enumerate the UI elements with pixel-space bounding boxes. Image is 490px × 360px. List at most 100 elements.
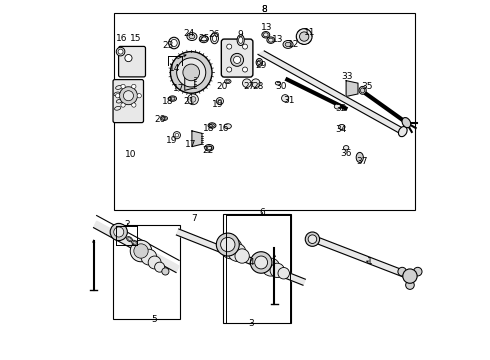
Circle shape xyxy=(243,67,247,72)
Ellipse shape xyxy=(343,145,349,150)
Ellipse shape xyxy=(163,117,166,120)
Text: 17: 17 xyxy=(173,84,184,93)
Circle shape xyxy=(243,44,247,49)
Circle shape xyxy=(148,256,161,269)
Circle shape xyxy=(175,134,179,137)
Polygon shape xyxy=(176,229,305,285)
Circle shape xyxy=(125,54,132,62)
Ellipse shape xyxy=(169,37,179,49)
Circle shape xyxy=(171,51,212,93)
Circle shape xyxy=(234,56,241,63)
Polygon shape xyxy=(346,81,358,96)
FancyBboxPatch shape xyxy=(221,39,253,77)
Ellipse shape xyxy=(239,37,243,43)
Ellipse shape xyxy=(334,104,341,109)
Circle shape xyxy=(134,244,148,258)
Ellipse shape xyxy=(398,126,407,137)
Text: 25: 25 xyxy=(198,34,209,43)
Circle shape xyxy=(403,269,417,283)
Circle shape xyxy=(132,103,136,107)
Ellipse shape xyxy=(170,97,175,100)
Ellipse shape xyxy=(211,33,219,44)
Text: 1: 1 xyxy=(367,257,373,266)
Circle shape xyxy=(137,94,141,98)
Text: 18: 18 xyxy=(203,123,214,132)
Bar xyxy=(223,214,291,323)
Circle shape xyxy=(227,44,232,49)
Text: 33: 33 xyxy=(342,72,353,81)
Circle shape xyxy=(116,47,125,56)
Circle shape xyxy=(216,233,239,256)
Text: 5: 5 xyxy=(152,315,157,324)
Circle shape xyxy=(183,64,199,81)
Circle shape xyxy=(218,99,221,103)
Ellipse shape xyxy=(212,35,217,41)
Text: 21: 21 xyxy=(184,97,195,106)
Ellipse shape xyxy=(114,92,120,96)
Circle shape xyxy=(305,232,319,246)
Circle shape xyxy=(190,96,196,102)
Ellipse shape xyxy=(128,238,131,241)
Text: 20: 20 xyxy=(154,115,165,124)
Ellipse shape xyxy=(115,106,121,110)
Text: 37: 37 xyxy=(356,157,368,166)
Text: 13: 13 xyxy=(261,23,272,32)
Circle shape xyxy=(130,240,152,262)
Circle shape xyxy=(114,227,124,237)
Text: 12: 12 xyxy=(288,40,299,49)
Circle shape xyxy=(299,32,309,41)
Text: 19: 19 xyxy=(212,100,224,109)
Circle shape xyxy=(123,91,133,101)
Text: 8: 8 xyxy=(262,5,268,14)
Text: 14: 14 xyxy=(170,64,181,73)
Text: 11: 11 xyxy=(304,28,315,37)
Text: 35: 35 xyxy=(361,82,373,91)
Circle shape xyxy=(262,258,280,276)
Circle shape xyxy=(162,268,169,275)
Ellipse shape xyxy=(132,240,138,245)
Ellipse shape xyxy=(205,144,214,151)
Ellipse shape xyxy=(361,88,365,93)
Circle shape xyxy=(116,94,120,98)
Ellipse shape xyxy=(237,35,245,45)
Ellipse shape xyxy=(189,35,195,39)
Ellipse shape xyxy=(171,40,177,46)
Polygon shape xyxy=(308,234,413,280)
Ellipse shape xyxy=(126,237,132,242)
Circle shape xyxy=(231,53,244,66)
Ellipse shape xyxy=(339,125,345,130)
Text: 22: 22 xyxy=(203,146,214,155)
Ellipse shape xyxy=(256,58,263,66)
Circle shape xyxy=(141,249,157,265)
Text: 17: 17 xyxy=(185,140,196,149)
Ellipse shape xyxy=(208,123,216,128)
Circle shape xyxy=(270,263,285,278)
Text: 19: 19 xyxy=(166,136,177,145)
Circle shape xyxy=(296,29,312,44)
Circle shape xyxy=(243,79,251,87)
Text: 34: 34 xyxy=(336,125,347,134)
Text: 30: 30 xyxy=(275,82,287,91)
Circle shape xyxy=(121,84,125,89)
Bar xyxy=(114,13,416,211)
Text: 4: 4 xyxy=(248,258,254,267)
Ellipse shape xyxy=(267,37,275,43)
Circle shape xyxy=(173,132,180,139)
Polygon shape xyxy=(94,221,179,273)
Ellipse shape xyxy=(116,86,122,89)
Ellipse shape xyxy=(169,96,176,101)
Text: 32: 32 xyxy=(336,104,347,113)
Circle shape xyxy=(220,237,242,259)
FancyBboxPatch shape xyxy=(113,80,144,123)
Bar xyxy=(113,225,180,319)
Polygon shape xyxy=(192,131,202,147)
Circle shape xyxy=(278,267,290,279)
Ellipse shape xyxy=(402,118,411,128)
Ellipse shape xyxy=(269,38,273,42)
Text: 16: 16 xyxy=(219,124,230,133)
Text: 8: 8 xyxy=(262,5,268,14)
Circle shape xyxy=(250,252,272,273)
Text: 31: 31 xyxy=(283,96,294,105)
Circle shape xyxy=(120,87,137,105)
Ellipse shape xyxy=(201,37,206,41)
